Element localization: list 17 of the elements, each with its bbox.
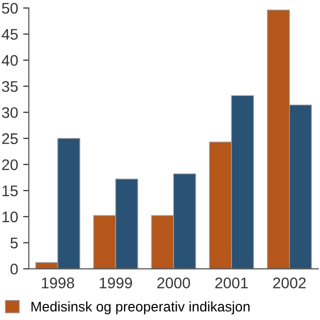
y-tick-label: 15 <box>2 186 18 196</box>
x-tick-label: 1998 <box>42 278 74 288</box>
y-tick-label: 30 <box>2 107 18 118</box>
y-tick-label: 0 <box>10 264 18 274</box>
y-tick-label: 50 <box>2 2 18 14</box>
y-tick-label: 25 <box>2 133 18 144</box>
x-tick-label: 1999 <box>100 278 132 288</box>
y-tick-label: 20 <box>2 159 18 170</box>
y-tick-label: 40 <box>2 55 18 66</box>
y-tick-label: 5 <box>10 238 18 248</box>
x-tick-label: 2000 <box>157 278 190 288</box>
y-tick-label: 10 <box>2 212 18 222</box>
legend-label: Medisinsk og preoperativ indikasjon <box>32 301 250 314</box>
y-tick-label: 45 <box>2 29 18 40</box>
y-tick-label: 35 <box>2 81 18 92</box>
x-tick-label: 2002 <box>273 278 306 288</box>
x-tick-label: 2001 <box>215 278 248 288</box>
